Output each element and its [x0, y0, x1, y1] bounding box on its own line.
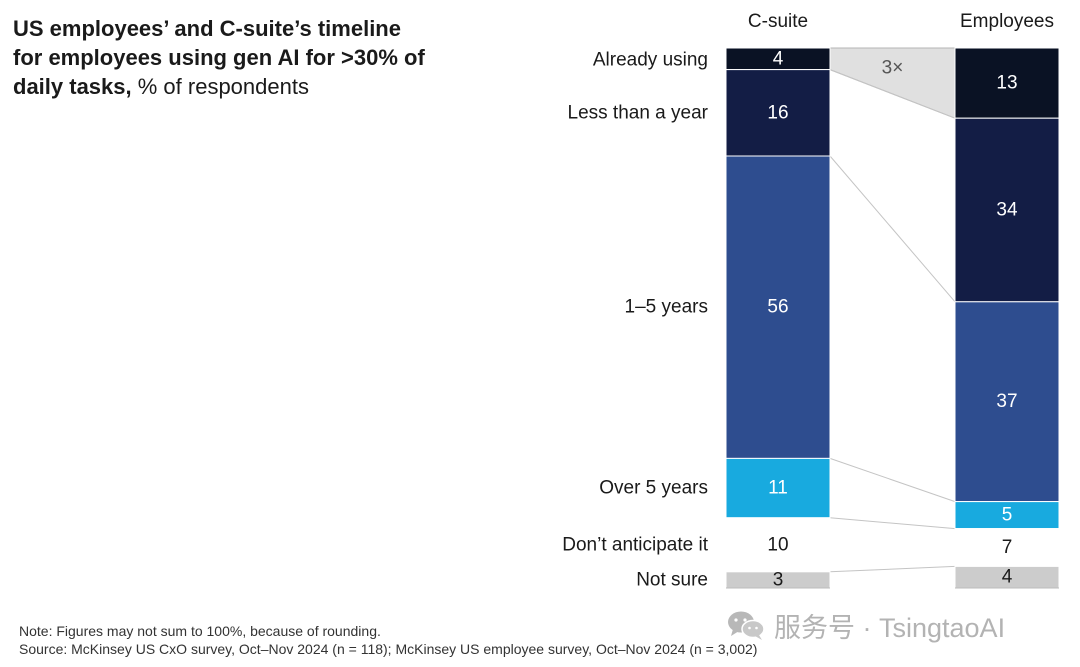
column-header: Employees [960, 11, 1054, 32]
category-label: Not sure [636, 569, 708, 590]
bar-segment [954, 301, 1060, 503]
chart-title-main: US employees’ and C-suite’s timeline for… [13, 16, 425, 99]
category-label: Don’t anticipate it [562, 534, 708, 555]
category-label: Over 5 years [599, 478, 708, 499]
data-label: 4 [1002, 567, 1013, 588]
column-headers: C-suite Employees [748, 11, 1054, 32]
bar-segment [954, 47, 1060, 119]
bar-segment [954, 501, 1060, 530]
category-label: Less than a year [568, 102, 709, 123]
category-labels: Already using Less than a year 1–5 years Ov… [562, 49, 708, 590]
connector-line [829, 457, 956, 503]
bar-segment [725, 517, 831, 573]
chart-title: US employees’ and C-suite’s timeline for… [13, 14, 433, 101]
data-label: 11 [768, 478, 788, 499]
data-label: 4 [773, 48, 784, 69]
bar-segment [954, 528, 1060, 567]
bar-segment [954, 117, 1060, 303]
bar-segment [725, 457, 831, 519]
data-label: 13 [996, 73, 1017, 94]
column-header: C-suite [748, 11, 808, 32]
bar-segment [725, 69, 831, 157]
chart-title-unit: % of respondents [131, 74, 309, 99]
watermark: 服务号 · TsingtaoAI [726, 605, 1005, 645]
source-note: Source: McKinsey US CxO survey, Oct–Nov … [19, 641, 758, 657]
footnote: Note: Figures may not sum to 100%, becau… [19, 623, 381, 639]
stacked-bars [725, 47, 1060, 589]
category-label: Already using [593, 49, 708, 70]
connector-line [829, 69, 956, 119]
data-label: 10 [767, 534, 788, 555]
data-label: 7 [1002, 537, 1013, 558]
connector-line [829, 155, 956, 303]
data-label: 34 [996, 200, 1018, 221]
data-label: 5 [1002, 505, 1013, 526]
watermark-text: 服务号 · TsingtaoAI [774, 612, 1006, 643]
chart-footer: Note: Figures may not sum to 100%, becau… [19, 622, 757, 658]
data-label: 16 [767, 102, 788, 123]
connector-bridges: 3× [829, 47, 956, 573]
segment-value-labels: 4 16 56 11 10 3 13 34 37 5 7 4 [767, 48, 1018, 590]
annotation-label: 3× [882, 57, 904, 78]
data-label: 56 [767, 297, 788, 318]
data-label: 37 [996, 391, 1017, 412]
connector-line [829, 565, 956, 573]
stacked-bar-chart: 3× 4 16 56 11 10 3 13 34 37 5 7 4 Already using Less… [562, 11, 1060, 590]
connector-line [829, 517, 956, 530]
bar-segment [725, 155, 831, 459]
data-label: 3 [773, 569, 784, 590]
category-label: 1–5 years [625, 297, 708, 318]
wechat-icon [728, 611, 765, 640]
